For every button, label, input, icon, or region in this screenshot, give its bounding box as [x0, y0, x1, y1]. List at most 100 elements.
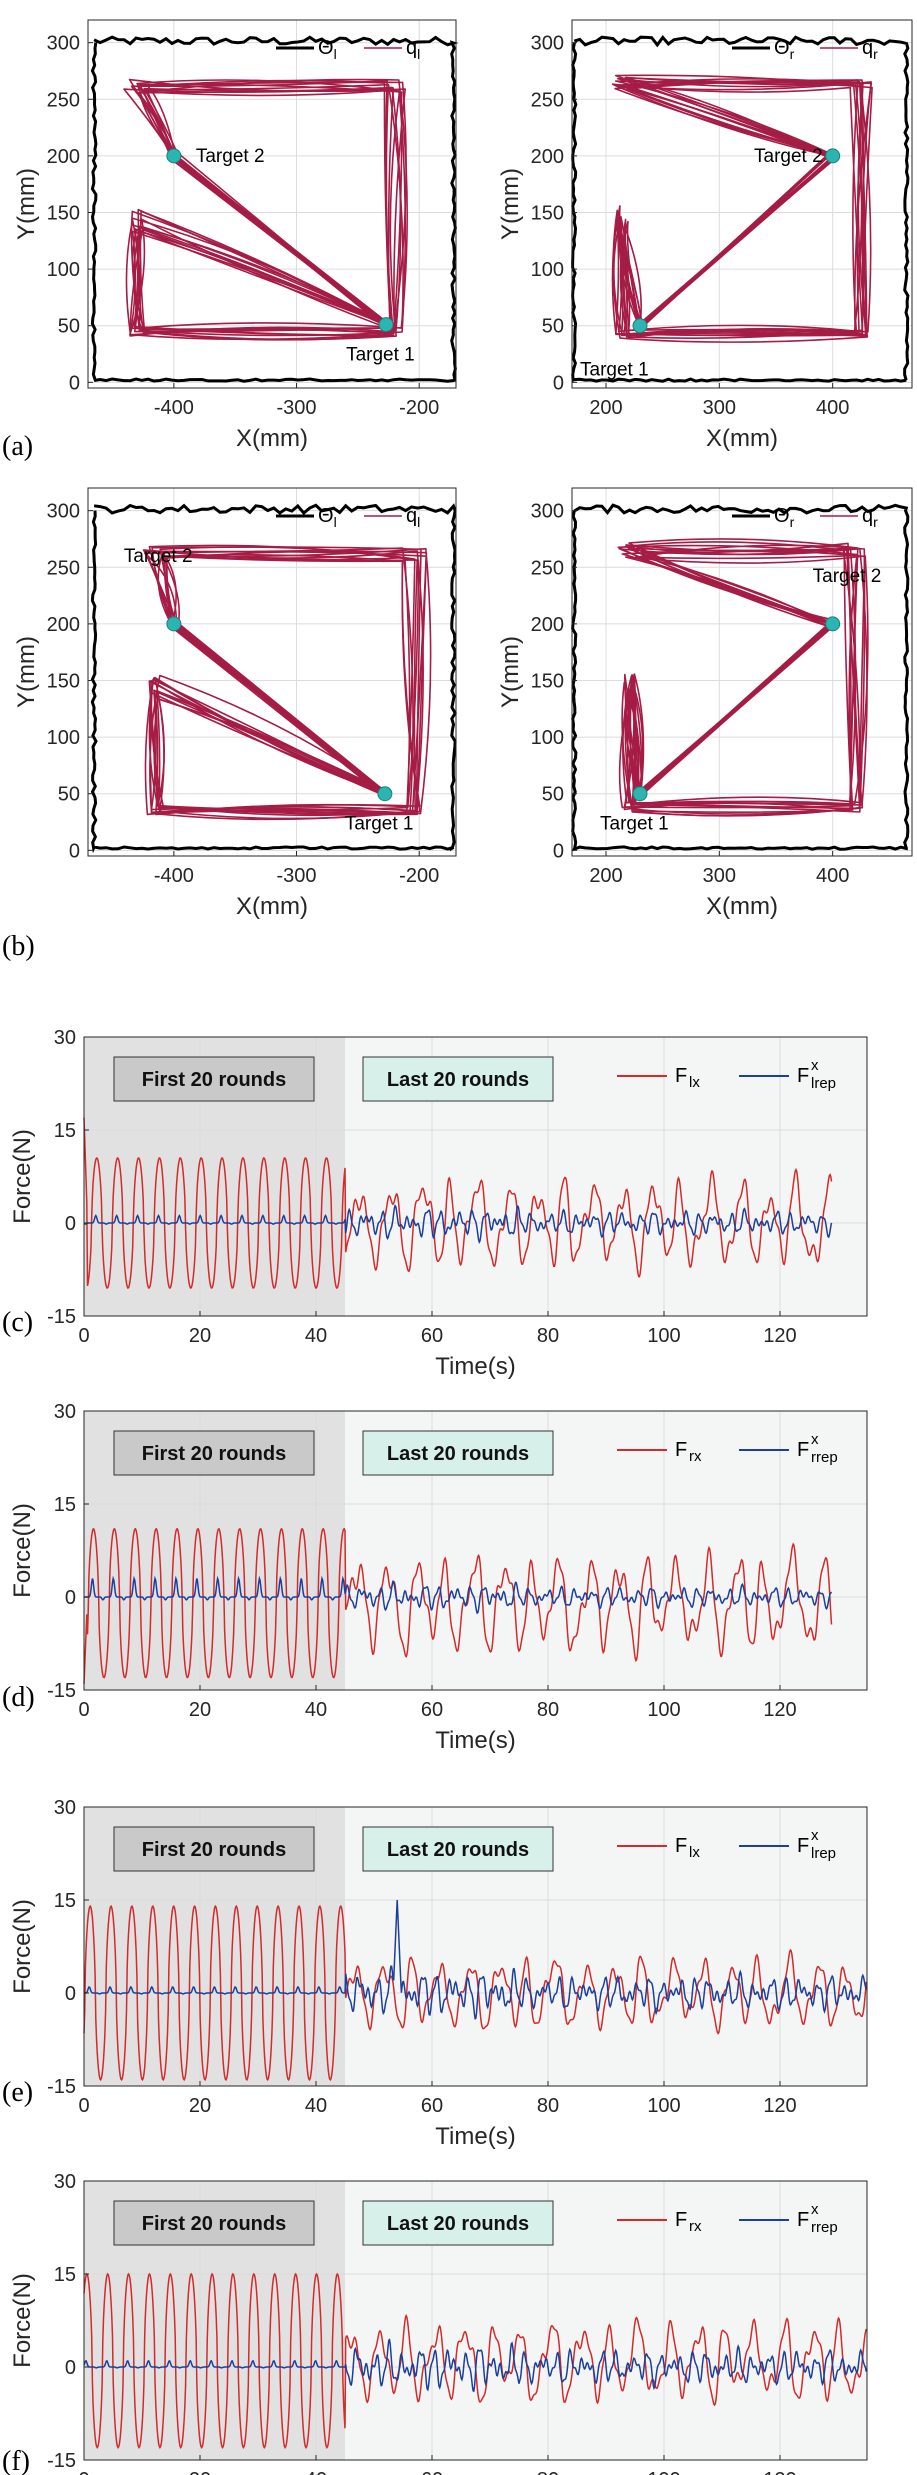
y-tick-label: 300	[531, 501, 564, 523]
y-tick-label: -15	[47, 1680, 76, 1702]
legend-subscript: l	[334, 46, 337, 62]
y-tick-label: 100	[531, 727, 564, 749]
workspace-boundary-theta	[90, 35, 459, 383]
legend-name: F	[797, 1835, 809, 1857]
y-tick-label: 30	[54, 1401, 76, 1423]
y-tick-label: 0	[69, 840, 80, 862]
legend-subscript: r	[873, 46, 878, 62]
box-last-label: Last 20 rounds	[387, 1443, 529, 1465]
trajectory-q	[150, 547, 432, 815]
trajectory-q	[130, 83, 404, 329]
x-tick-label: 120	[763, 2095, 796, 2117]
trajectory-q	[150, 553, 421, 817]
plot-frame	[571, 487, 913, 857]
target-marker	[632, 318, 648, 334]
panel-label: (e)	[2, 2077, 33, 2108]
series-line-rrep	[83, 1575, 833, 1615]
y-tick-label: 100	[47, 259, 80, 281]
trajectory-q	[622, 546, 868, 806]
y-tick-label: 150	[47, 670, 80, 692]
legend-entry: ql	[406, 37, 420, 62]
legend-subscript: lx	[689, 1844, 700, 1861]
series-line-rrep	[83, 2338, 868, 2393]
trajectory-q	[133, 87, 395, 336]
x-tick-label: 100	[647, 2469, 680, 2475]
x-tick-label: 20	[189, 1699, 211, 1721]
y-tick-label: 250	[531, 89, 564, 111]
y-axis-label: Force(N)	[9, 1129, 36, 1224]
trajectory-q	[123, 86, 402, 337]
y-tick-label: 250	[531, 557, 564, 579]
legend-name: F	[675, 1835, 687, 1857]
y-tick-label: -15	[47, 2450, 76, 2472]
x-tick-label: -300	[277, 397, 317, 419]
y-tick-label: 150	[531, 202, 564, 224]
legend-name: q	[406, 37, 417, 59]
y-axis-label: Y(mm)	[13, 168, 40, 240]
legend-name: F	[797, 2209, 809, 2231]
x-tick-label: 400	[816, 397, 849, 419]
trajectory-q	[137, 87, 393, 334]
y-tick-label: 200	[531, 146, 564, 168]
x-tick-label: 40	[305, 2095, 327, 2117]
legend-name: q	[406, 505, 417, 527]
y-tick-label: 0	[553, 840, 564, 862]
plot-frame	[87, 19, 457, 389]
y-axis-label: Force(N)	[9, 1503, 36, 1598]
y-tick-label: 15	[54, 2264, 76, 2286]
y-tick-label: 300	[531, 33, 564, 55]
x-tick-label: 20	[189, 2469, 211, 2475]
plot-frame	[83, 1806, 868, 2087]
x-tick-label: 60	[421, 1325, 443, 1347]
y-tick-label: 0	[65, 1213, 76, 1235]
target-marker	[166, 148, 182, 164]
target-label: Target 2	[754, 146, 823, 167]
x-tick-label: 80	[537, 2469, 559, 2475]
trajectory-q	[618, 547, 861, 815]
box-last-rounds	[362, 1056, 554, 1102]
legend-superscript: x	[811, 1431, 819, 1448]
y-tick-label: -15	[47, 2076, 76, 2098]
trajectory-q	[144, 547, 414, 820]
panel-label: (d)	[2, 1682, 35, 1713]
x-tick-label: 0	[78, 1699, 89, 1721]
y-axis-label: Y(mm)	[497, 168, 524, 240]
trajectory-q	[615, 80, 867, 337]
legend-subscript: rx	[689, 1448, 702, 1465]
panel-label: (b)	[2, 931, 35, 962]
plot-frame	[83, 2180, 868, 2461]
target-marker	[378, 317, 394, 333]
legend-subscript: l	[417, 46, 420, 62]
workspace-boundary-theta	[571, 503, 910, 852]
box-last-rounds	[362, 1826, 554, 1872]
x-tick-label: 300	[703, 865, 736, 887]
x-tick-label: 200	[589, 865, 622, 887]
x-tick-label: 120	[763, 1699, 796, 1721]
target-label: Target 2	[124, 546, 193, 567]
legend-entry: qr	[862, 505, 878, 530]
plot-frame	[83, 1036, 868, 1317]
target-marker	[377, 786, 393, 802]
legend-name: q	[862, 505, 873, 527]
x-axis-label: X(mm)	[236, 425, 308, 452]
y-tick-label: 150	[47, 202, 80, 224]
legend-subscript: rrep	[811, 2219, 838, 2236]
trajectory-q	[611, 83, 864, 339]
y-axis-label: Y(mm)	[13, 636, 40, 708]
y-tick-label: 50	[542, 316, 564, 338]
y-tick-label: 15	[54, 1890, 76, 1912]
x-tick-label: -200	[399, 865, 439, 887]
legend: Θr qr	[732, 37, 878, 62]
trajectory-q	[144, 550, 427, 815]
